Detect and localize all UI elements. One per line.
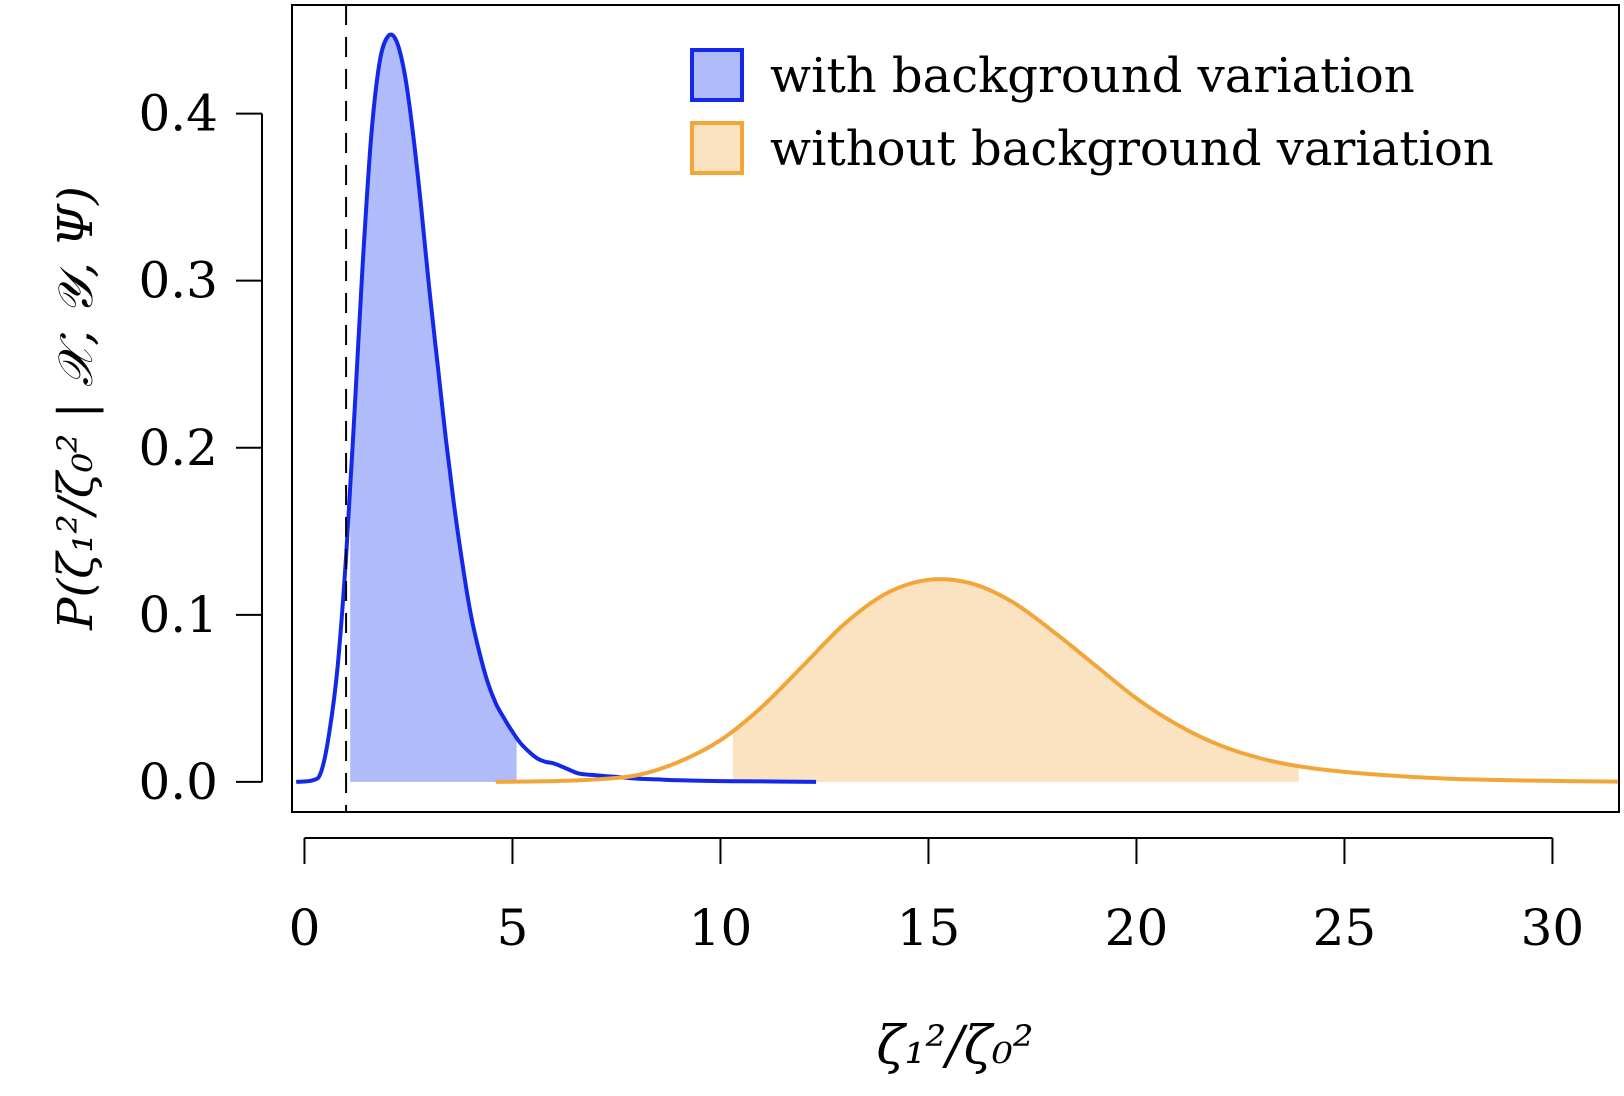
x-tick-label: 0 [289,899,321,957]
x-tick-label: 25 [1313,899,1377,957]
y-tick-label: 0.3 [138,252,218,310]
x-axis: 0 5 10 15 20 25 30 [289,837,1585,957]
x-tick-label: 10 [689,899,753,957]
density-curves [295,32,1620,784]
y-tick-label: 0.2 [138,419,218,477]
shaded-interval-series-1 [350,34,517,782]
y-axis-label: P(ζ₁²/ζ₀² | 𝒳, 𝒴, Ψ) [48,186,104,631]
x-tick-label: 15 [897,899,961,957]
shaded-interval-series-2 [732,579,1299,782]
density-line-series-2 [495,577,1620,784]
x-tick-label: 20 [1105,899,1169,957]
legend-swatch [690,121,744,175]
y-tick-label: 0.4 [138,85,218,143]
y-axis: 0.0 0.1 0.2 0.3 0.4 [138,85,263,811]
shaded-intervals [350,34,1299,782]
y-tick-label: 0.0 [138,753,218,811]
legend-label: without background variation [770,121,1494,177]
plot-frame [291,4,1620,813]
y-tick-label: 0.1 [138,586,218,644]
x-tick-label: 30 [1521,899,1585,957]
legend: with background variation without backgro… [690,48,1494,177]
legend-label: with background variation [770,48,1415,104]
x-axis-label: ζ₁²/ζ₀² [876,1016,1033,1076]
legend-swatch [690,48,744,102]
x-tick-label: 5 [497,899,529,957]
density-line-series-1 [295,32,817,784]
